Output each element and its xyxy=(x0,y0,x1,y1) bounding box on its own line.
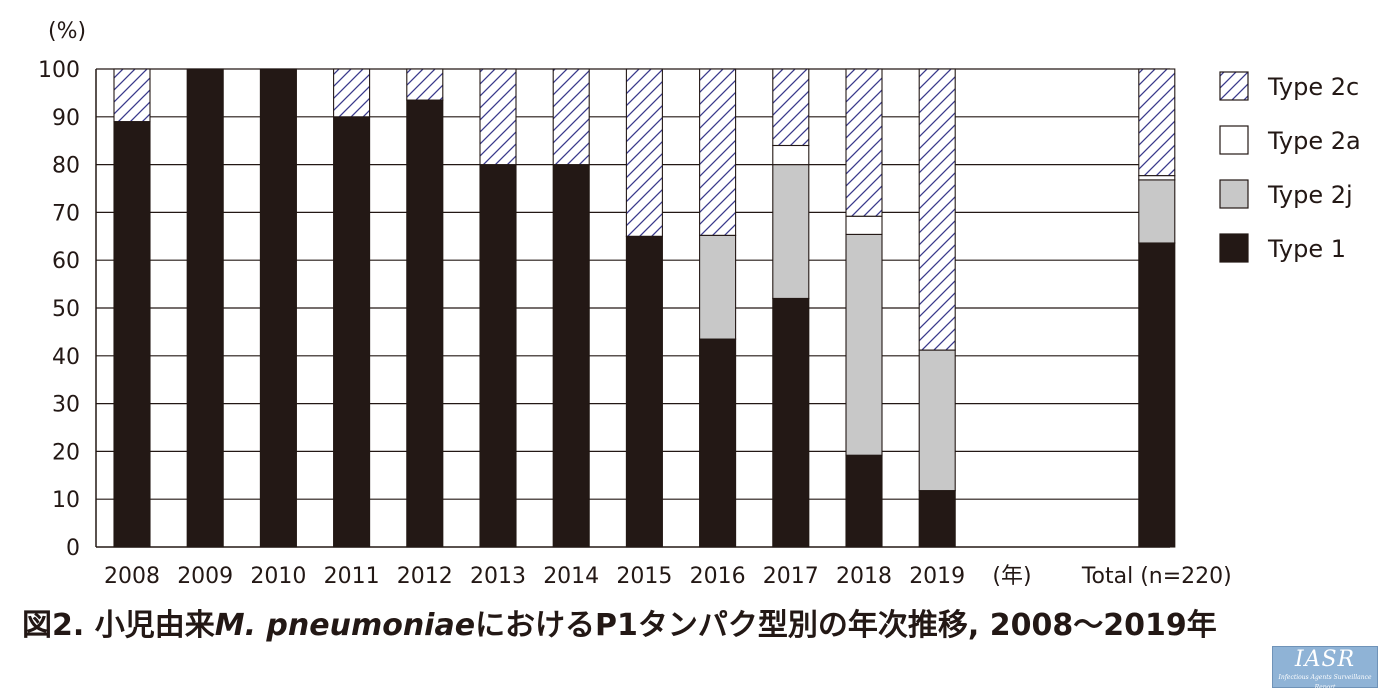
x-tick-label-2013: 2013 xyxy=(470,564,526,589)
bar-type-2c-2019 xyxy=(918,68,956,351)
bar-type-1-2019 xyxy=(918,490,956,548)
bar-type-1-2014 xyxy=(552,164,590,548)
bar-type-2j-2019 xyxy=(918,349,956,492)
x-tick-label-2018: 2018 xyxy=(836,564,892,589)
y-tick-label-20: 20 xyxy=(52,440,80,465)
bar-type-2c-2013 xyxy=(479,68,517,166)
y-tick-label-90: 90 xyxy=(52,106,80,131)
y-tick-label-70: 70 xyxy=(52,201,80,226)
y-tick-label-100: 100 xyxy=(38,58,80,83)
y-tick-label-30: 30 xyxy=(52,393,80,418)
x-tick-label-2014: 2014 xyxy=(543,564,599,589)
x-tick-label-2009: 2009 xyxy=(177,564,233,589)
bar-type-1-2015 xyxy=(625,235,663,548)
bar-type-1-2016 xyxy=(699,338,737,548)
bar-type-2c-total-n-220 xyxy=(1138,68,1176,177)
bar-type-2a-total-n-220 xyxy=(1138,175,1176,181)
legend-swatch-type-2a xyxy=(1219,125,1249,155)
x-tick-label-2015: 2015 xyxy=(616,564,672,589)
x-tick-label-2017: 2017 xyxy=(763,564,819,589)
bar-type-1-2017 xyxy=(772,297,810,548)
legend: Type 2c Type 2a Type 2j Type 1 xyxy=(1219,71,1361,263)
iasr-logo: IASR Infectious Agents Surveillance Repo… xyxy=(1272,646,1378,691)
y-tick-label-80: 80 xyxy=(52,154,80,179)
bar-type-1-total-n-220 xyxy=(1138,242,1176,548)
logo-main-text: IASR xyxy=(1294,647,1356,672)
caption-suffix: におけるP1タンパク型別の年次推移, 2008〜2019年 xyxy=(475,608,1217,643)
legend-label-type-2c: Type 2c xyxy=(1267,73,1359,101)
bar-type-2j-2016 xyxy=(699,234,737,340)
bar-type-1-2012 xyxy=(406,99,444,548)
x-tick-label-total-n-220: Total (n=220) xyxy=(1081,564,1232,589)
bar-type-2c-2012 xyxy=(406,68,444,101)
y-tick-label-60: 60 xyxy=(52,249,80,274)
x-tick-label-2010: 2010 xyxy=(250,564,306,589)
bar-type-1-2013 xyxy=(479,164,517,548)
bar-type-1-2010 xyxy=(259,68,297,548)
bar-type-1-2008 xyxy=(113,121,151,548)
bar-type-1-2009 xyxy=(186,68,224,548)
bar-type-2c-2017 xyxy=(772,68,810,147)
x-tick-label-2008: 2008 xyxy=(104,564,160,589)
bar-type-2j-2017 xyxy=(772,164,810,299)
bar-chart: 0 10 20 30 40 50 60 70 80 90 100 2008 2009 2010 2011 20… xyxy=(38,19,1361,589)
y-axis-unit: (%) xyxy=(48,19,86,44)
caption-species: M. pneumoniae xyxy=(214,608,476,643)
bar-type-2c-2018 xyxy=(845,68,883,217)
legend-label-type-2j: Type 2j xyxy=(1267,181,1353,209)
x-tick-label-2016: 2016 xyxy=(690,564,746,589)
bar-type-2c-2011 xyxy=(333,68,371,118)
figure-caption: 図2. 小児由来M. pneumoniaeにおけるP1タンパク型別の年次推移, … xyxy=(22,600,1392,644)
legend-label-type-2a: Type 2a xyxy=(1267,127,1361,155)
bar-type-2c-2014 xyxy=(552,68,590,166)
bar-type-2j-2018 xyxy=(845,233,883,456)
bar-type-1-2018 xyxy=(845,454,883,548)
bar-type-2c-2016 xyxy=(699,68,737,236)
bar-type-2j-total-n-220 xyxy=(1138,179,1176,244)
y-tick-label-10: 10 xyxy=(52,488,80,513)
x-tick-label-2011: 2011 xyxy=(324,564,380,589)
legend-swatch-type-1 xyxy=(1219,233,1249,263)
axes: 0 10 20 30 40 50 60 70 80 90 100 2008 2009 2010 2011 20… xyxy=(38,58,1232,589)
legend-label-type-1: Type 1 xyxy=(1267,235,1346,263)
y-tick-label-0: 0 xyxy=(66,536,80,561)
bar-type-2a-2017 xyxy=(772,144,810,166)
legend-swatch-type-2c xyxy=(1219,71,1249,101)
bar-type-1-2011 xyxy=(333,116,371,548)
logo-sub-text: Infectious Agents Surveillance Report xyxy=(1278,674,1372,691)
bar-type-2c-2008 xyxy=(113,68,151,123)
bar-type-2a-2018 xyxy=(845,215,883,235)
caption-prefix: 図2. 小児由来 xyxy=(22,608,215,643)
y-tick-label-50: 50 xyxy=(52,297,80,322)
bar-type-2c-2015 xyxy=(625,68,663,237)
x-tick-label-2012: 2012 xyxy=(397,564,453,589)
legend-swatch-type-2j xyxy=(1219,179,1249,209)
x-axis-unit: (年) xyxy=(992,564,1031,589)
y-tick-label-40: 40 xyxy=(52,345,80,370)
x-tick-label-2019: 2019 xyxy=(909,564,965,589)
